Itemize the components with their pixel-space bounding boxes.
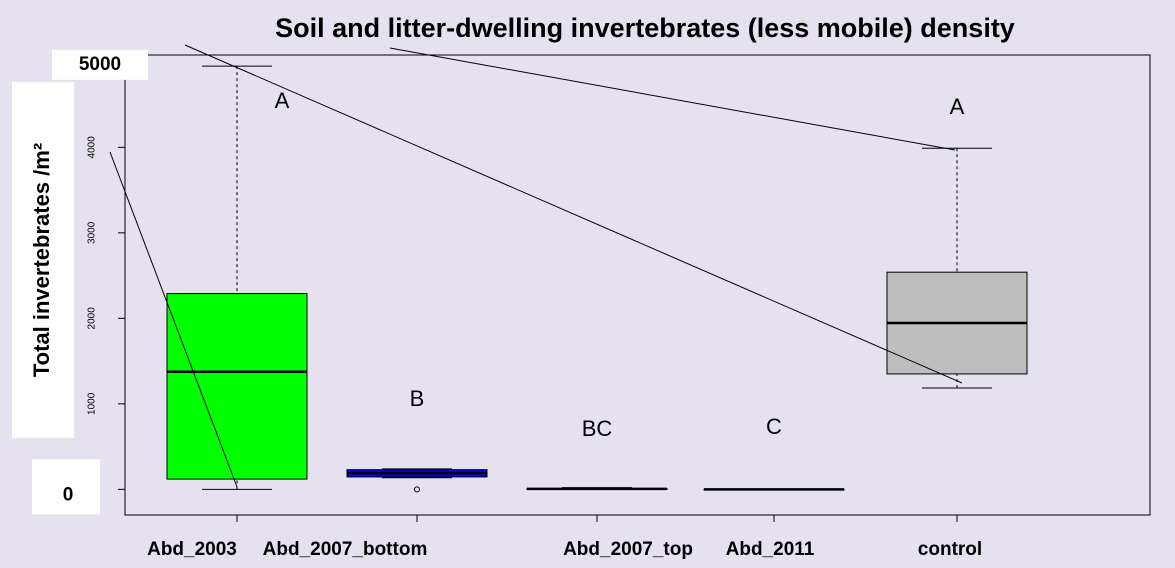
decor-line: [109, 151, 238, 488]
x-tick-label: Abd_2007_bottom: [263, 539, 428, 560]
y-tick-label: 4000: [87, 136, 98, 159]
box: [166, 293, 308, 480]
x-tick-label: control: [918, 539, 982, 560]
outlier: [414, 486, 420, 493]
chart-title: Soil and litter-dwelling invertebrates (…: [275, 13, 1015, 43]
group-letter: C: [766, 414, 782, 439]
group-letter: A: [950, 94, 965, 119]
x-tick-label: Abd_2011: [726, 539, 815, 560]
tick-box: [52, 49, 148, 80]
tick-box: [32, 459, 100, 515]
x-tick-label: Abd_2003: [147, 539, 237, 560]
group-letter: BC: [582, 416, 613, 441]
group-letter: A: [275, 88, 290, 113]
y-tick-label: 0: [63, 484, 74, 505]
y-label-box: [12, 82, 74, 438]
x-tick-label: Abd_2007_top: [563, 539, 693, 560]
decor-line: [184, 44, 963, 384]
decor-line: [389, 47, 956, 151]
y-tick-label: 2000: [87, 307, 98, 330]
marks: 0 1000 2000 3000 4000 5000 A Abd_2003 B Abd_2007_…: [32, 49, 1028, 560]
y-axis-label: Total invertebrates /m²: [29, 143, 54, 377]
y-tick-label: 3000: [87, 221, 98, 244]
group-letter: B: [410, 386, 425, 411]
y-tick-label: 5000: [79, 54, 121, 75]
y-tick-label: 1000: [87, 392, 98, 415]
